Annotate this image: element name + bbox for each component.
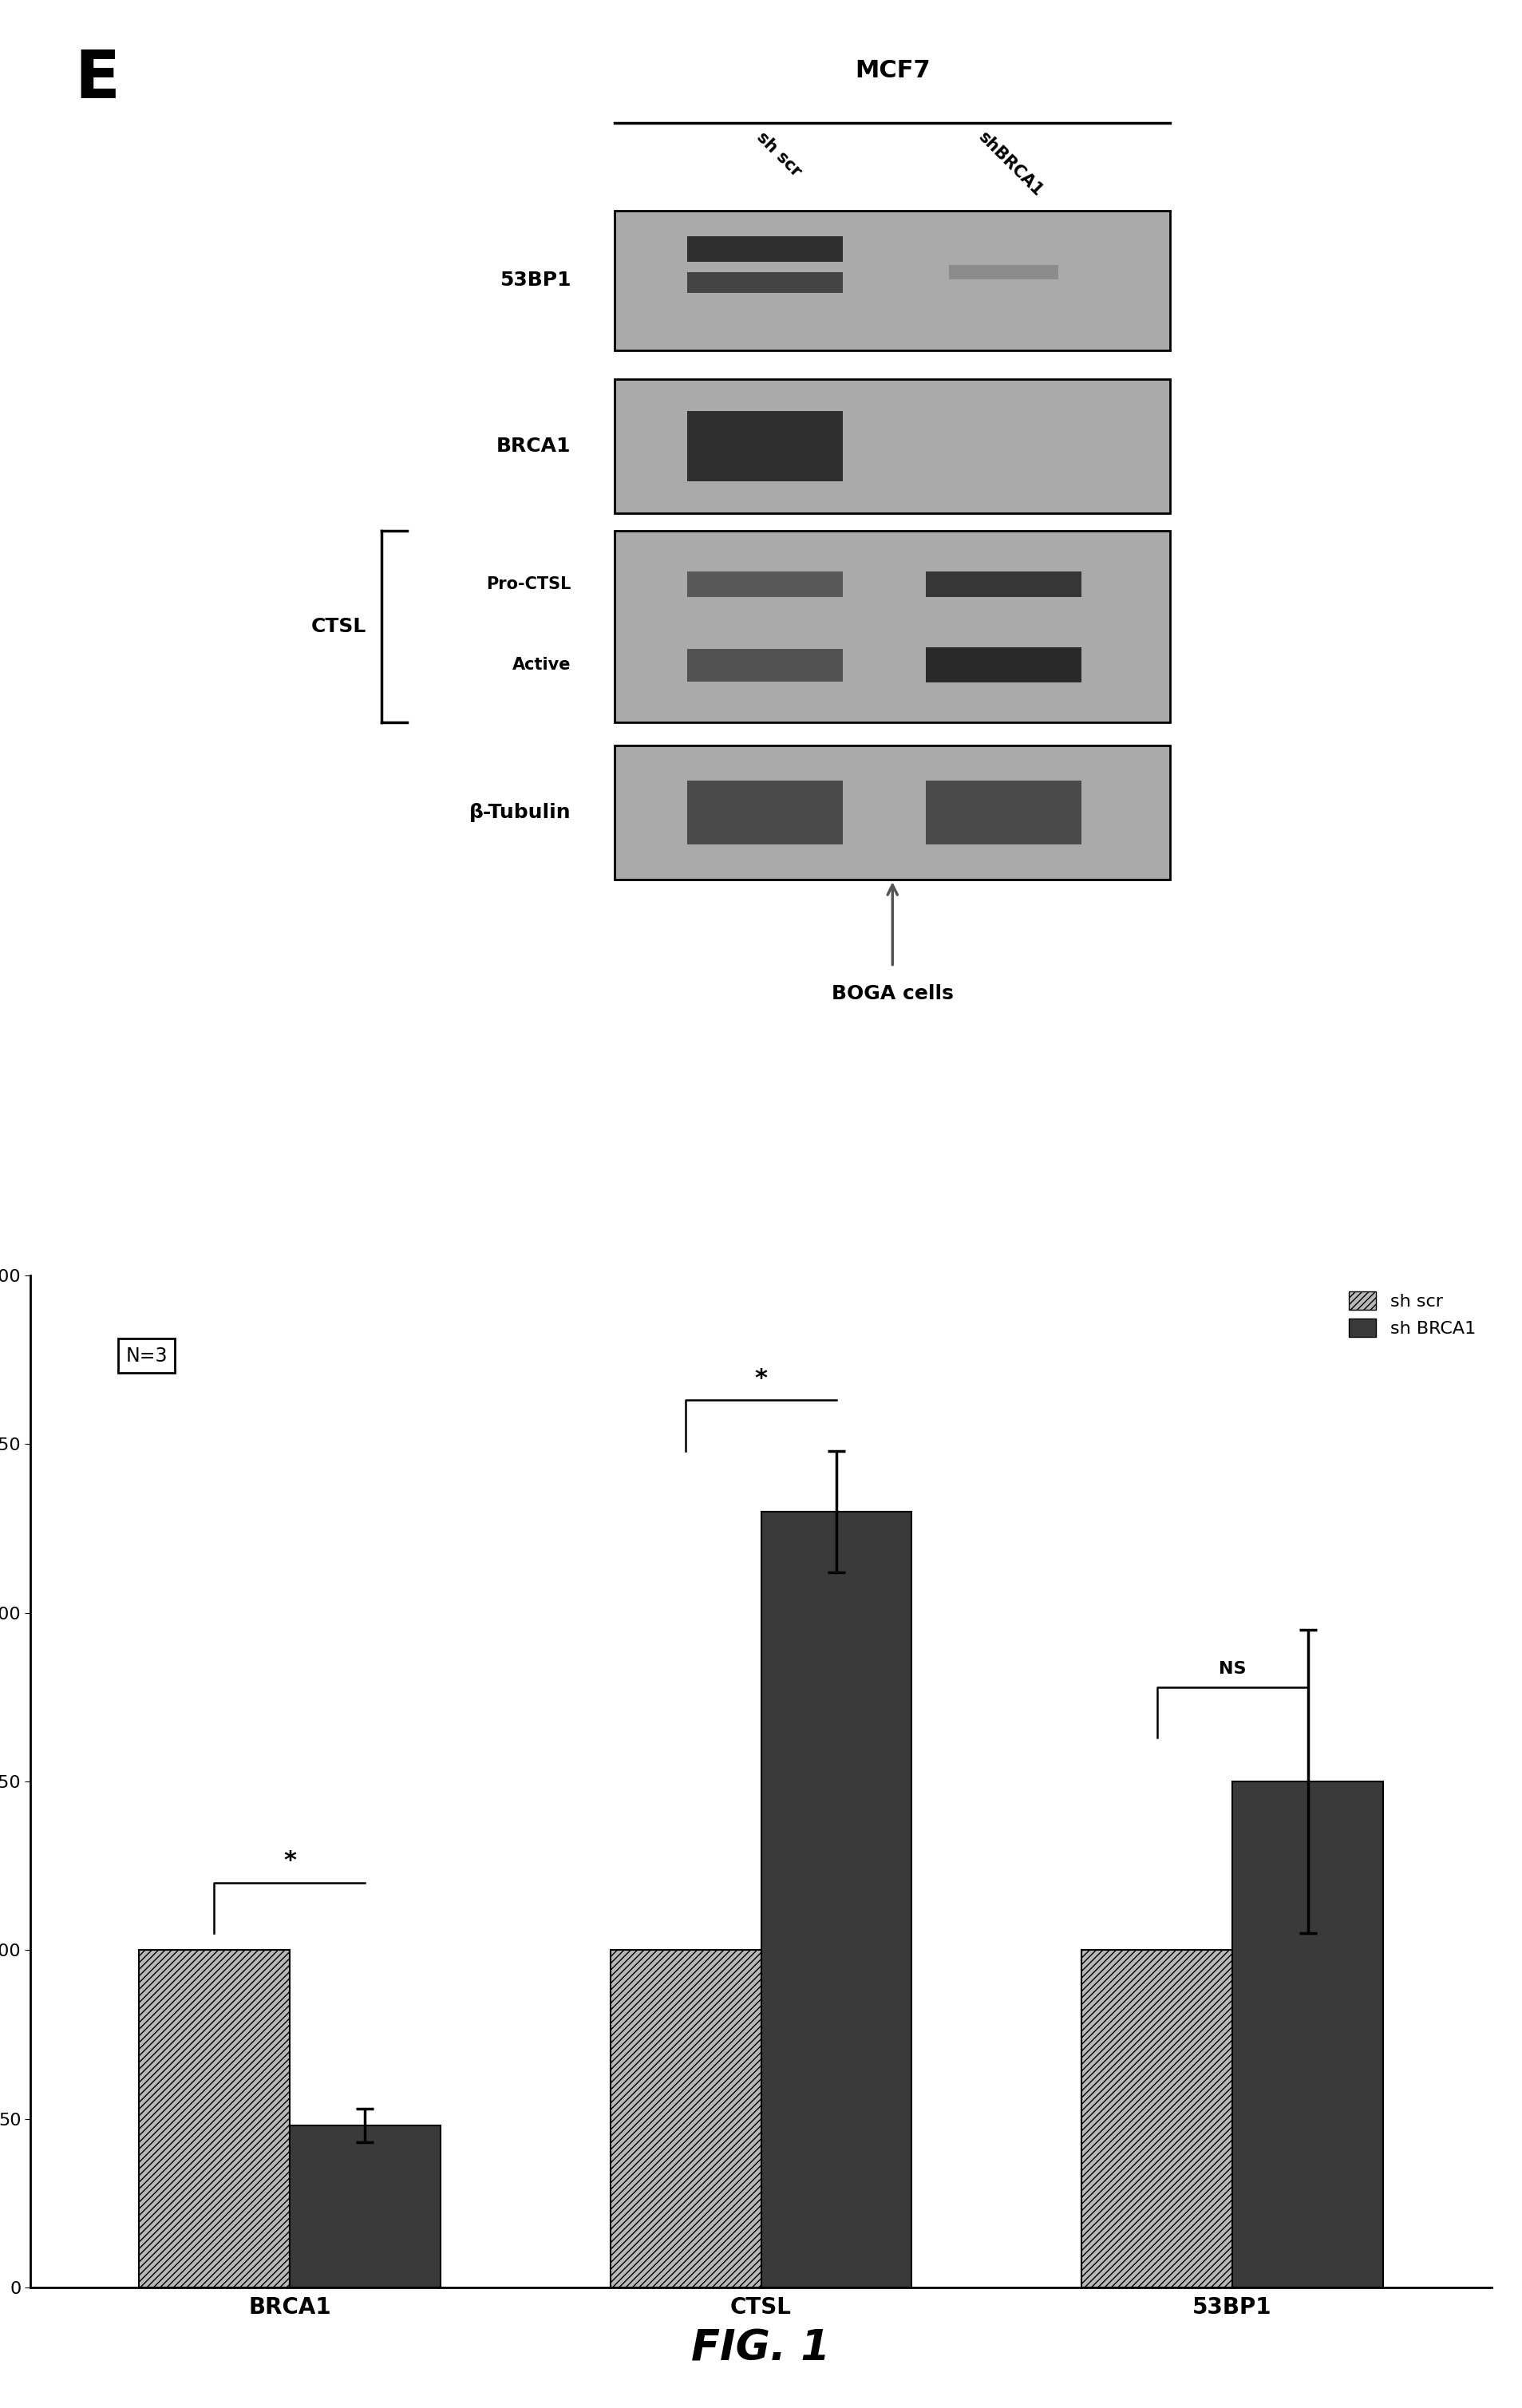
Text: E: E: [75, 48, 120, 113]
Bar: [615, 209, 1170, 349]
Bar: [615, 530, 1170, 722]
Text: MCF7: MCF7: [855, 60, 930, 82]
Text: CTSL: CTSL: [310, 616, 367, 636]
Text: 53BP1: 53BP1: [499, 270, 571, 289]
Bar: [686, 648, 843, 681]
Bar: [925, 648, 1081, 681]
Text: *: *: [283, 1849, 297, 1873]
Text: Active: Active: [513, 657, 571, 672]
Text: sh scr: sh scr: [753, 130, 804, 181]
Text: Pro-CTSL: Pro-CTSL: [486, 576, 571, 592]
Bar: [950, 265, 1058, 279]
Bar: [686, 236, 843, 262]
Text: *: *: [755, 1368, 767, 1389]
Bar: [1233, 1782, 1383, 2288]
Text: β-Tubulin: β-Tubulin: [469, 804, 571, 824]
Text: N=3: N=3: [125, 1346, 167, 1365]
Bar: [761, 1512, 912, 2288]
Bar: [686, 272, 843, 294]
Text: BOGA cells: BOGA cells: [831, 985, 953, 1004]
Bar: [686, 412, 843, 482]
Bar: [615, 378, 1170, 513]
Bar: [925, 780, 1081, 845]
Text: FIG. 1: FIG. 1: [691, 2329, 831, 2369]
Legend: sh scr, sh BRCA1: sh scr, sh BRCA1: [1342, 1283, 1482, 1344]
Text: shBRCA1: shBRCA1: [976, 130, 1046, 200]
Bar: [610, 1950, 761, 2288]
Bar: [615, 746, 1170, 879]
Bar: [686, 571, 843, 597]
Bar: [1082, 1950, 1233, 2288]
Bar: [139, 1950, 289, 2288]
Bar: [925, 571, 1081, 597]
Bar: [289, 2126, 440, 2288]
Bar: [686, 780, 843, 845]
Text: BRCA1: BRCA1: [496, 436, 571, 455]
Text: NS: NS: [1219, 1662, 1247, 1676]
